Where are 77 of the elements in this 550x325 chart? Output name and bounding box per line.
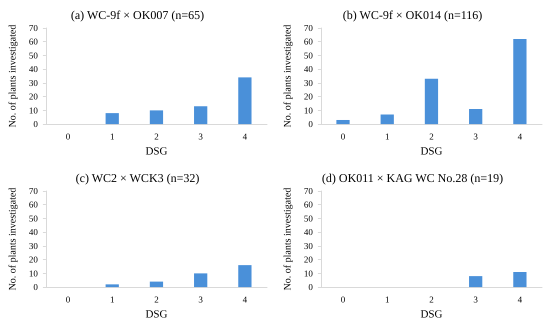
x-tick-label: 3 [473,294,478,304]
y-tick-label: 40 [304,64,314,74]
bar [194,272,208,287]
x-tick-label: 2 [429,294,434,304]
x-tick-label: 0 [340,132,346,142]
x-tick-label: 2 [154,294,159,304]
y-tick-label: 20 [304,92,314,102]
chart-title: (a) WC-9f × OK007 (n=65) [70,8,204,22]
bar [194,106,208,124]
x-tick-label: 1 [384,294,390,304]
x-tick-label: 3 [473,132,478,142]
bar [238,77,252,124]
bar [150,281,164,287]
y-tick-label: 70 [304,23,314,33]
chart-title: (c) WC2 × WCK3 (n=32) [76,170,200,184]
y-tick-label: 10 [304,105,314,116]
y-tick-label: 30 [28,240,38,250]
y-tick-label: 0 [308,282,314,292]
y-tick-label: 0 [33,282,38,292]
bar [380,114,394,124]
y-tick-label: 60 [28,36,38,47]
x-tick-label: 4 [518,294,523,304]
y-tick-label: 50 [28,50,38,60]
y-tick-label: 10 [28,105,38,116]
x-tick-label: 4 [518,132,523,142]
y-tick-label: 10 [28,268,38,278]
y-tick-label: 70 [304,186,314,196]
y-tick-label: 20 [28,92,38,102]
chart-title: (d) OK011 × KAG WC No.28 (n=19) [322,170,504,184]
x-tick-label: 1 [110,294,114,304]
y-tick-label: 10 [304,268,314,278]
y-tick-label: 50 [28,212,38,223]
y-tick-label: 60 [28,199,38,210]
y-tick-label: 0 [308,119,314,130]
x-tick-label: 2 [154,132,159,142]
y-tick-label: 30 [304,240,314,250]
bar [469,109,482,124]
y-axis-title: No. of plants investigated [8,24,18,128]
bar [513,38,527,124]
x-tick-label: 4 [242,294,248,304]
y-axis-title: No. of plants investigated [8,187,18,290]
y-tick-label: 20 [28,254,38,264]
y-tick-label: 40 [304,226,314,237]
y-tick-label: 0 [33,119,38,130]
y-tick-label: 50 [304,212,314,223]
y-axis-title: No. of plants investigated [282,187,294,290]
x-tick-label: 1 [384,132,390,142]
y-tick-label: 70 [28,23,38,33]
y-tick-label: 60 [304,36,314,47]
x-tick-label: 3 [198,132,204,142]
x-axis-title: DSG [145,146,168,158]
y-tick-label: 40 [28,64,38,74]
x-tick-label: 0 [66,294,71,304]
y-tick-label: 60 [304,199,314,210]
x-tick-label: 3 [198,294,204,304]
x-tick-label: 0 [340,294,346,304]
y-tick-label: 40 [28,226,38,237]
x-axis-title: DSG [420,146,443,158]
x-tick-label: 1 [110,132,114,142]
x-tick-label: 2 [429,132,434,142]
bar [150,110,164,124]
bar [424,78,438,124]
y-tick-label: 30 [304,78,314,88]
x-axis-title: DSG [420,308,443,320]
bar [106,284,119,287]
y-tick-label: 50 [304,50,314,60]
x-tick-label: 4 [242,132,248,142]
chart-title: (b) WC-9f × OK014 (n=116) [342,8,482,22]
x-tick-label: 0 [66,132,71,142]
y-axis-title: No. of plants investigated [282,24,294,128]
bar [106,113,119,124]
bar [336,120,350,124]
bar [238,264,252,287]
y-tick-label: 70 [28,186,38,196]
y-tick-label: 30 [28,78,38,88]
x-axis-title: DSG [145,308,168,320]
y-tick-label: 20 [304,254,314,264]
